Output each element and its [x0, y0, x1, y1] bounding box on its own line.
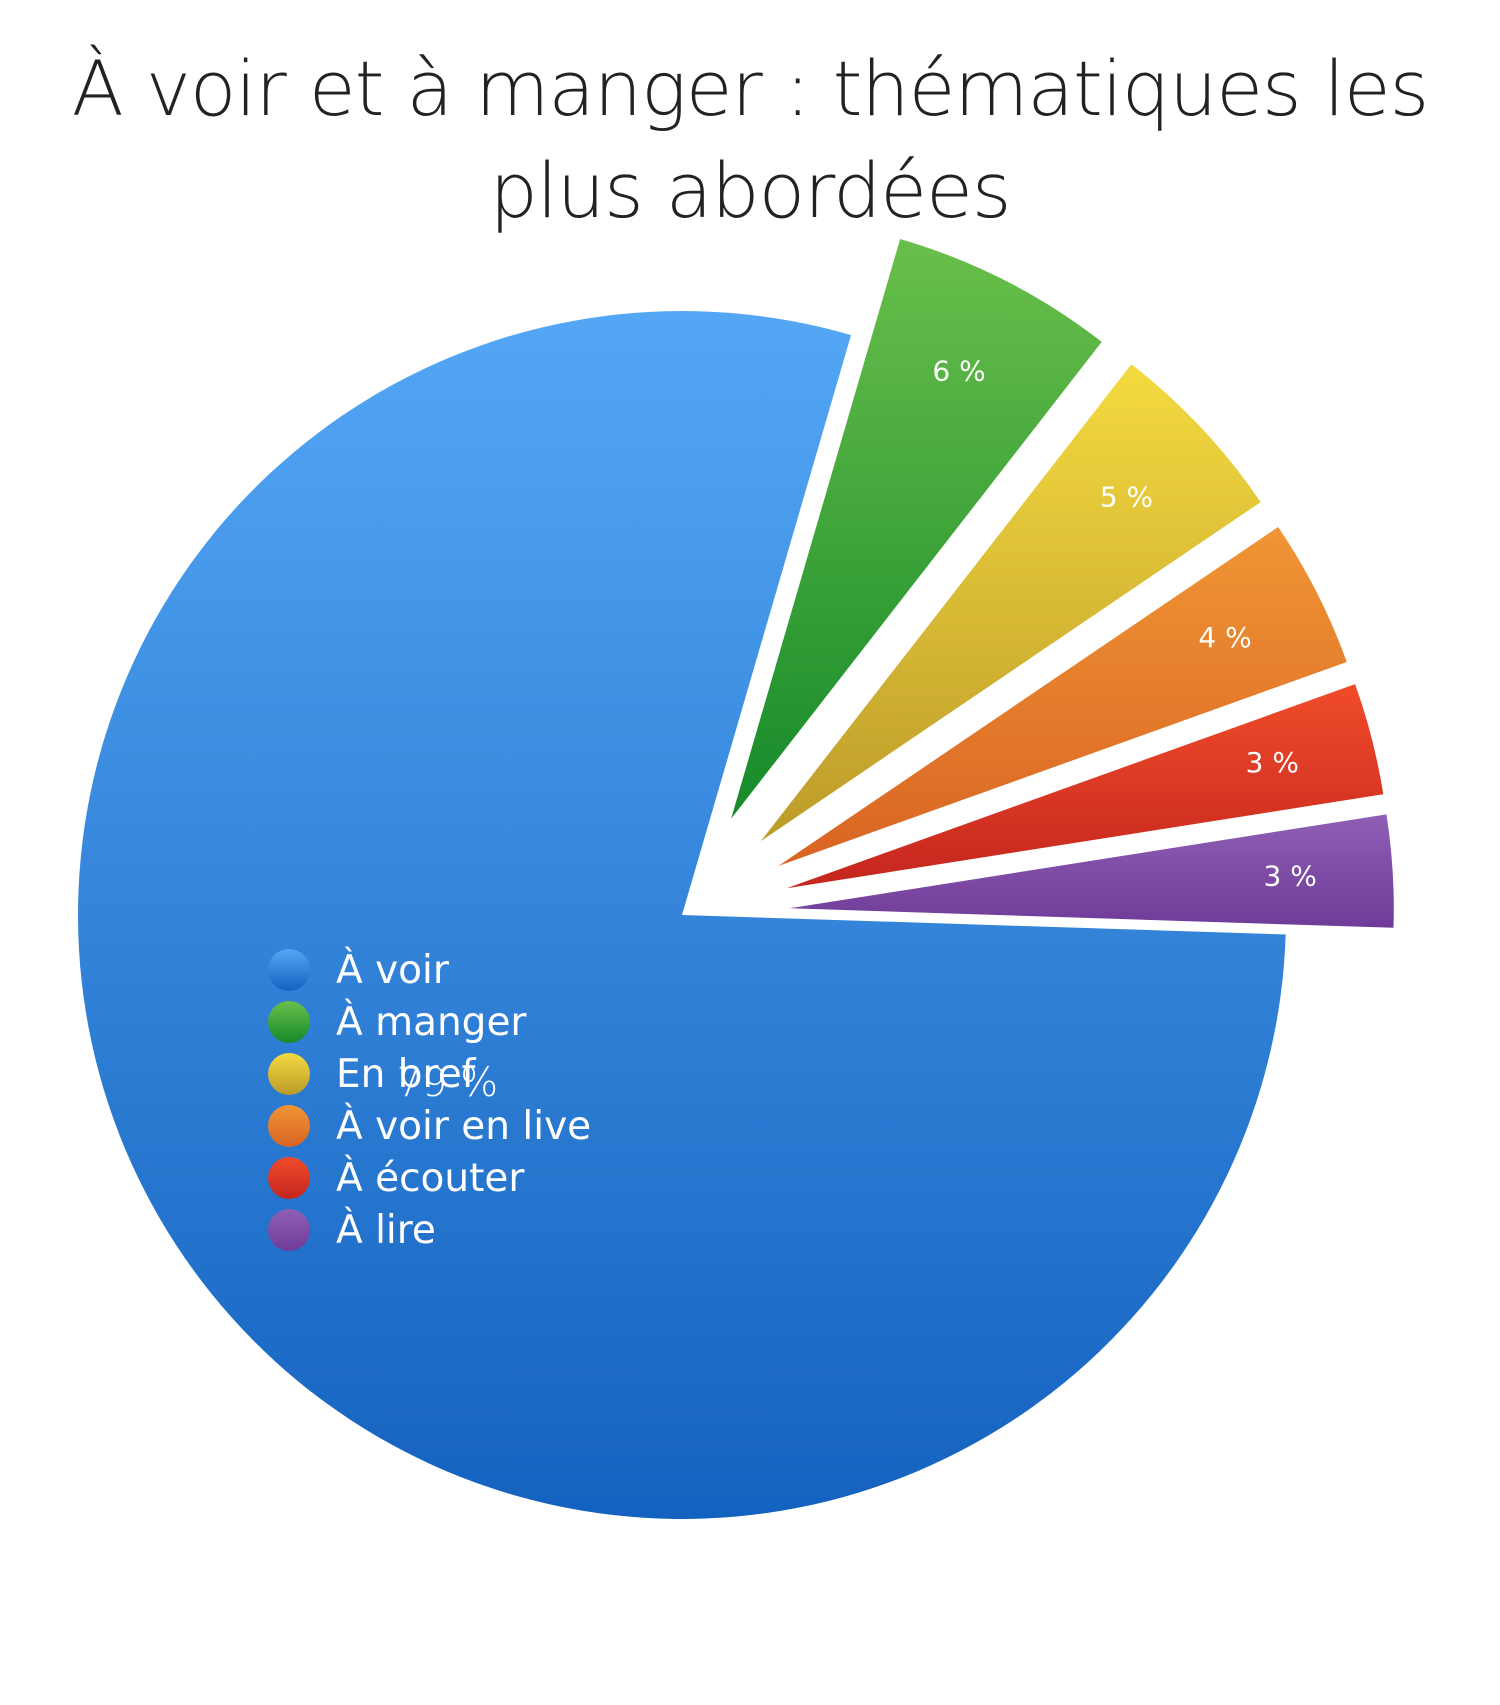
legend-label: En bref	[336, 1051, 476, 1097]
legend-item-a-voir: À voir	[268, 944, 591, 996]
pie-slice-a-voir	[78, 311, 1286, 1520]
legend-item-a-lire: À lire	[268, 1204, 591, 1256]
legend-swatch	[268, 1105, 310, 1147]
legend-swatch	[268, 1001, 310, 1043]
pie-slice-a-manger	[731, 238, 1102, 819]
slice-label-a-voir: 79 %	[396, 1060, 498, 1106]
pie-slice-a-voir-en-live	[778, 526, 1347, 867]
pie-slice-en-bref	[760, 364, 1261, 842]
legend-swatch	[268, 949, 310, 991]
legend-item-a-ecouter: À écouter	[268, 1152, 591, 1204]
legend-swatch	[268, 1157, 310, 1199]
legend-item-a-voir-en-live: À voir en live	[268, 1100, 591, 1152]
legend-swatch	[268, 1053, 310, 1095]
legend-label: À manger	[336, 999, 527, 1045]
slice-label-a-ecouter: 3 %	[1246, 746, 1299, 779]
legend-item-a-manger: À manger	[268, 996, 591, 1048]
legend-label: À voir	[336, 947, 449, 993]
legend-label: À voir en live	[336, 1103, 592, 1149]
slice-label-a-voir-en-live: 4 %	[1198, 621, 1251, 654]
legend-label: À lire	[336, 1207, 436, 1253]
legend-item-en-bref: En bref	[268, 1048, 591, 1100]
pie-slice-a-lire	[789, 814, 1394, 928]
chart-legend: À voir À manger En bref À voir en live À éco…	[268, 944, 591, 1256]
pie-slice-a-ecouter	[786, 684, 1384, 889]
legend-swatch	[268, 1209, 310, 1251]
slice-label-en-bref: 5 %	[1100, 480, 1153, 513]
slice-label-a-lire: 3 %	[1264, 859, 1317, 892]
legend-label: À écouter	[336, 1155, 525, 1201]
slice-label-a-manger: 6 %	[932, 354, 985, 387]
chart-title: À voir et à manger : thématiques les plu…	[71, 44, 1430, 235]
